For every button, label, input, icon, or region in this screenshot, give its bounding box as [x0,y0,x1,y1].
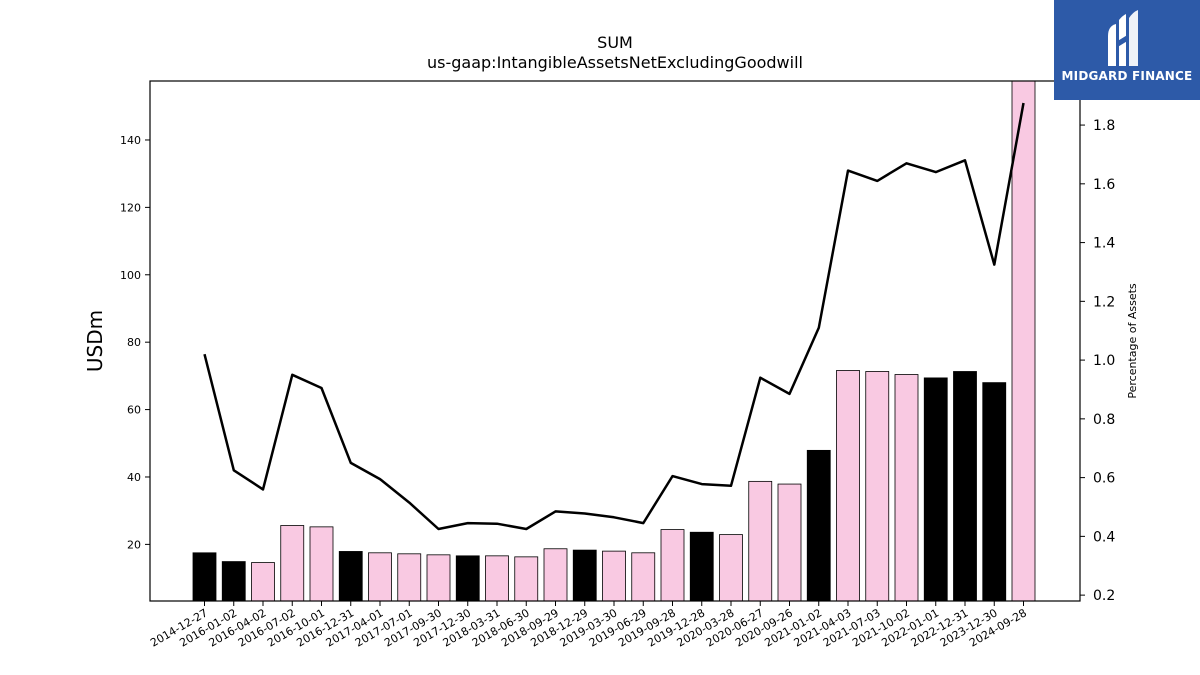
bar-2019-12-28 [689,531,714,602]
midgard-finance-logo: MIDGARD FINANCE [1054,0,1200,100]
percentage-line [203,102,1025,531]
bar-2019-03-30 [602,550,626,602]
bar-2020-03-28 [719,534,743,602]
bar-2017-07-01 [397,553,422,602]
y2-tick-label: 1.4 [1093,236,1115,252]
y2-tick-label: 0.2 [1093,588,1115,604]
y-tick-label: 100 [120,269,141,282]
bar-2018-12-29 [572,549,597,602]
bar-2018-09-29 [543,548,568,602]
bar-2022-01-01 [923,377,948,602]
bar-2017-09-30 [426,554,451,602]
bar-2021-04-03 [836,370,860,602]
bar-2016-04-02 [251,562,275,602]
y-tick-label: 20 [127,538,141,551]
y2-tick-label: 0.6 [1093,471,1115,487]
y-tick-label: 120 [120,201,141,214]
bar-2020-09-26 [777,483,802,602]
y2-tick-label: 1.6 [1093,177,1115,193]
bar-2022-12-31 [953,371,977,602]
bar-2019-09-28 [660,529,685,602]
y-tick-label: 60 [127,404,141,417]
bar-2021-01-02 [806,449,831,602]
bar-2023-12-30 [982,382,1007,602]
bar-2020-06-27 [748,480,773,602]
bar-2018-03-31 [485,555,509,602]
bar-2016-12-31 [338,551,363,602]
y2-tick-label: 0.8 [1093,412,1115,428]
y-tick-label: 40 [127,471,141,484]
y2-tick-label: 1.0 [1093,353,1115,369]
bar-2021-07-03 [865,371,890,602]
y2-axis-label: Percentage of Assets [1126,283,1139,399]
y-tick-label: 80 [127,336,141,349]
bar-2014-12-27 [192,552,217,602]
bar-2017-04-01 [368,552,392,602]
y-tick-label: 140 [120,134,141,147]
y2-tick-label: 0.4 [1093,529,1115,545]
line-series [203,102,1025,531]
bar-series [192,80,1036,602]
bar-2024-09-28 [1011,80,1036,602]
bar-2019-06-29 [631,552,656,602]
chart-title: SUM [597,33,633,52]
bar-2016-01-02 [221,561,246,602]
y2-tick-label: 1.8 [1093,118,1115,134]
bar-2018-06-30 [514,556,539,602]
y2-tick-label: 1.2 [1093,294,1115,310]
logo-text: MIDGARD FINANCE [1061,69,1193,83]
midgard-logo-icon [1108,10,1138,66]
bar-2016-10-01 [309,526,334,602]
bar-2017-12-30 [455,555,480,602]
bar-2021-10-02 [894,374,919,602]
chart-subtitle: us-gaap:IntangibleAssetsNetExcludingGood… [427,53,803,72]
plot-frame [149,80,1081,602]
bar-2016-07-02 [280,525,305,602]
y-axis-label: USDm [83,310,107,372]
